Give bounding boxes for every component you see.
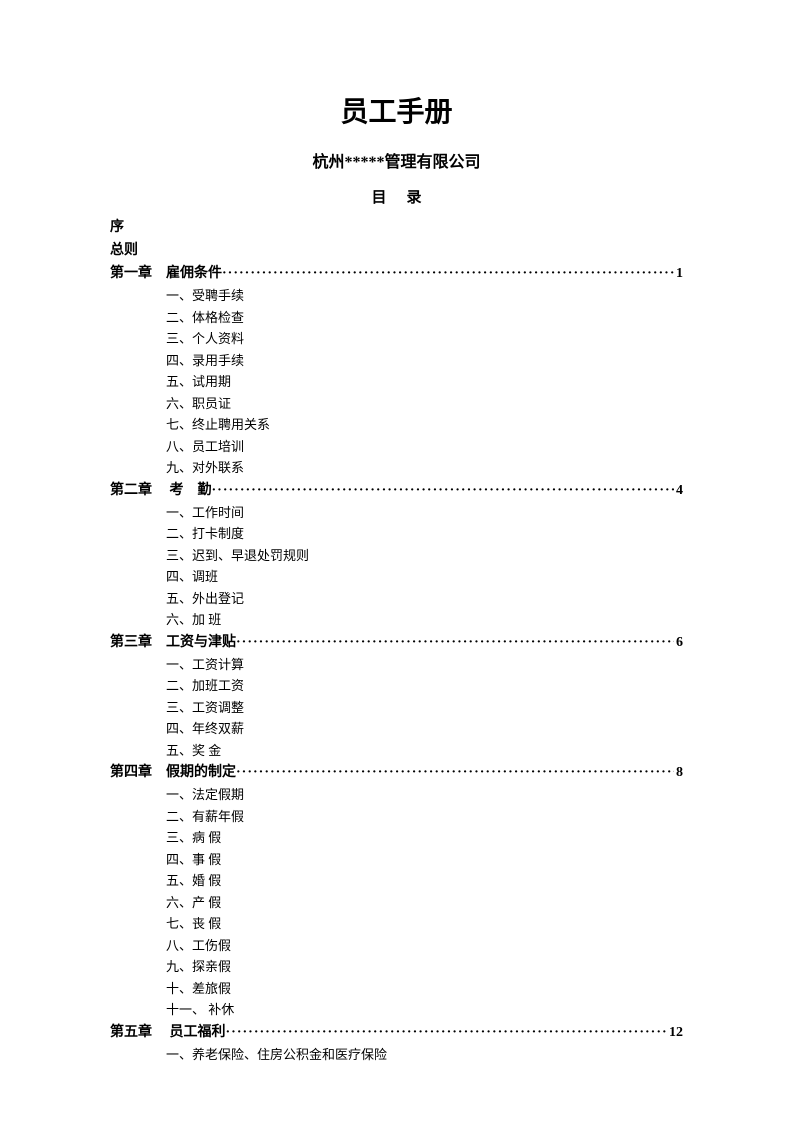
toc-sub-item: 三、病 假 xyxy=(110,828,683,848)
toc-leader-dots xyxy=(236,632,674,653)
toc-sub-item: 二、打卡制度 xyxy=(110,524,683,544)
toc-leader-dots xyxy=(236,762,674,783)
toc-sub-item: 七、丧 假 xyxy=(110,914,683,934)
toc-sub-item: 五、婚 假 xyxy=(110,871,683,891)
toc-sub-item: 一、工资计算 xyxy=(110,655,683,675)
toc-sub-item: 一、养老保险、住房公积金和医疗保险 xyxy=(110,1045,683,1065)
toc-sub-item: 七、终止聘用关系 xyxy=(110,415,683,435)
chapter-page-number: 4 xyxy=(674,480,683,501)
general-line: 总则 xyxy=(110,240,683,261)
toc-sub-item: 四、事 假 xyxy=(110,850,683,870)
toc-container: 第一章 雇佣条件1一、受聘手续二、体格检查三、个人资料四、录用手续五、试用期六、… xyxy=(110,263,683,1064)
toc-sub-item: 三、工资调整 xyxy=(110,698,683,718)
toc-sub-item: 十、差旅假 xyxy=(110,979,683,999)
toc-sub-item: 二、加班工资 xyxy=(110,676,683,696)
toc-leader-dots xyxy=(226,1022,668,1043)
chapter-row: 第二章 考 勤 4 xyxy=(110,480,683,501)
chapter-row: 第五章 员工福利 12 xyxy=(110,1022,683,1043)
toc-sub-item: 二、有薪年假 xyxy=(110,807,683,827)
chapter-row: 第四章 假期的制定 8 xyxy=(110,762,683,783)
chapter-label: 第一章 雇佣条件 xyxy=(110,263,222,284)
toc-sub-item: 一、受聘手续 xyxy=(110,286,683,306)
chapter-row: 第一章 雇佣条件 1 xyxy=(110,263,683,284)
toc-sub-item: 八、员工培训 xyxy=(110,437,683,457)
toc-sub-item: 五、奖 金 xyxy=(110,741,683,761)
toc-sub-item: 四、年终双薪 xyxy=(110,719,683,739)
toc-leader-dots xyxy=(212,480,675,501)
toc-sub-item: 三、个人资料 xyxy=(110,329,683,349)
toc-sub-item: 一、工作时间 xyxy=(110,503,683,523)
chapter-page-number: 1 xyxy=(674,263,683,284)
document-title: 员工手册 xyxy=(110,90,683,130)
toc-sub-item: 九、探亲假 xyxy=(110,957,683,977)
toc-sub-item: 八、工伤假 xyxy=(110,936,683,956)
toc-sub-item: 四、录用手续 xyxy=(110,351,683,371)
toc-leader-dots xyxy=(222,263,674,284)
preface-line: 序 xyxy=(110,217,683,238)
chapter-label: 第二章 考 勤 xyxy=(110,480,212,501)
toc-sub-item: 四、调班 xyxy=(110,567,683,587)
toc-sub-item: 六、职员证 xyxy=(110,394,683,414)
toc-sub-item: 二、体格检查 xyxy=(110,308,683,328)
document-subtitle: 杭州*****管理有限公司 xyxy=(110,148,683,172)
toc-sub-item: 六、加 班 xyxy=(110,610,683,630)
toc-sub-item: 九、对外联系 xyxy=(110,458,683,478)
chapter-label: 第三章 工资与津贴 xyxy=(110,632,236,653)
toc-sub-item: 六、产 假 xyxy=(110,893,683,913)
chapter-page-number: 12 xyxy=(667,1022,683,1043)
chapter-label: 第五章 员工福利 xyxy=(110,1022,226,1043)
chapter-label: 第四章 假期的制定 xyxy=(110,762,236,783)
toc-header: 目录 xyxy=(110,186,683,207)
chapter-page-number: 8 xyxy=(674,762,683,783)
toc-sub-item: 三、迟到、早退处罚规则 xyxy=(110,546,683,566)
chapter-row: 第三章 工资与津贴 6 xyxy=(110,632,683,653)
chapter-page-number: 6 xyxy=(674,632,683,653)
toc-sub-item: 五、外出登记 xyxy=(110,589,683,609)
toc-sub-item: 一、法定假期 xyxy=(110,785,683,805)
toc-sub-item: 十一、 补休 xyxy=(110,1000,683,1020)
toc-sub-item: 五、试用期 xyxy=(110,372,683,392)
